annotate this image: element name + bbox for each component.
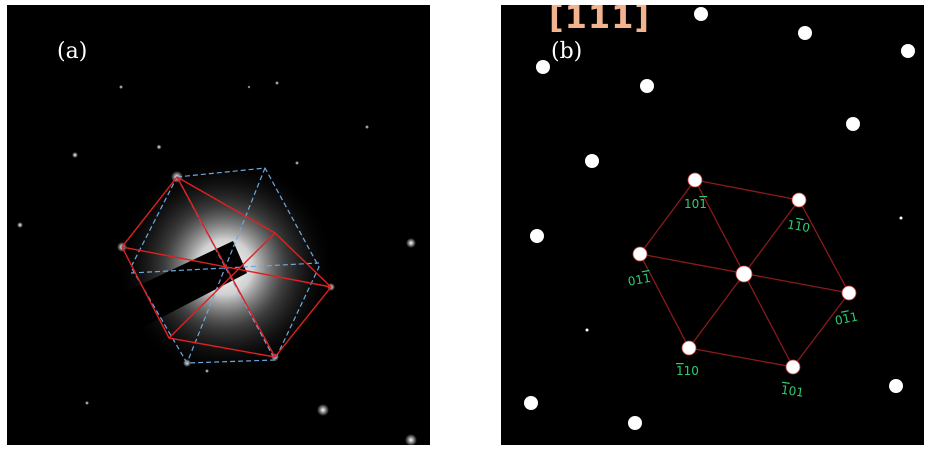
index-label: 101 <box>684 197 707 211</box>
hexagon-spots <box>632 172 857 375</box>
simulated-pattern-panel-b: 101 110 011 011 110 101 [111] (b) <box>501 5 924 445</box>
zone-axis-label: [111] <box>549 5 651 36</box>
red-hexagon <box>121 176 332 358</box>
index-label: 011 <box>627 271 652 289</box>
simulated-pattern: 101 110 011 011 110 101 <box>524 7 915 430</box>
beam-stopper <box>7 241 247 395</box>
index-label: 110 <box>676 364 699 378</box>
panel-label-b: (b) <box>551 39 583 64</box>
panel-label-a: (a) <box>57 39 88 64</box>
saed-image <box>7 81 417 445</box>
simulated-spots <box>524 7 915 430</box>
index-label: 110 <box>786 217 811 235</box>
diffraction-pattern-panel-a: (a) <box>7 5 430 445</box>
index-label: 011 <box>834 309 859 327</box>
miller-index-labels: 101 110 011 011 110 101 <box>627 197 859 400</box>
index-label: 101 <box>780 383 805 400</box>
